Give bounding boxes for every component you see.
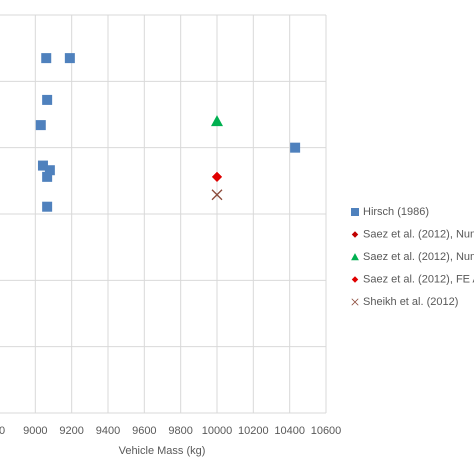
legend-marker: [351, 231, 359, 238]
x-tick-label: 9600: [132, 425, 156, 437]
legend-label: Saez et al. (2012), Num: [363, 228, 474, 240]
x-tick-label: 9200: [59, 425, 83, 437]
point: [211, 115, 223, 127]
point: [44, 165, 55, 176]
point: [37, 160, 48, 171]
point: [41, 53, 52, 64]
x-tick-label: 10400: [274, 425, 305, 437]
point: [64, 53, 75, 64]
legend-marker: [351, 253, 359, 261]
legend-marker: [351, 276, 359, 283]
x-tick-label: 00: [0, 425, 5, 437]
legend-marker: [351, 298, 359, 306]
point: [35, 120, 46, 131]
point: [212, 171, 222, 182]
x-tick-label: 9800: [168, 425, 192, 437]
x-axis-label: Vehicle Mass (kg): [119, 445, 206, 457]
point: [42, 171, 53, 182]
point: [42, 201, 53, 212]
point: [42, 94, 53, 105]
x-tick-label: 10200: [238, 425, 269, 437]
legend-label: Sheikh et al. (2012): [363, 296, 458, 308]
point: [211, 189, 223, 201]
x-tick-label: 9000: [23, 425, 47, 437]
legend-label: Hirsch (1986): [363, 206, 429, 218]
x-tick-label: 10600: [311, 425, 342, 437]
point: [290, 142, 301, 153]
legend-label: Saez et al. (2012), FE A: [363, 273, 474, 285]
legend-label: Saez et al. (2012), Num: [363, 251, 474, 263]
x-tick-label: 9400: [96, 425, 120, 437]
x-tick-label: 10000: [202, 425, 233, 437]
legend-marker: [351, 208, 359, 216]
